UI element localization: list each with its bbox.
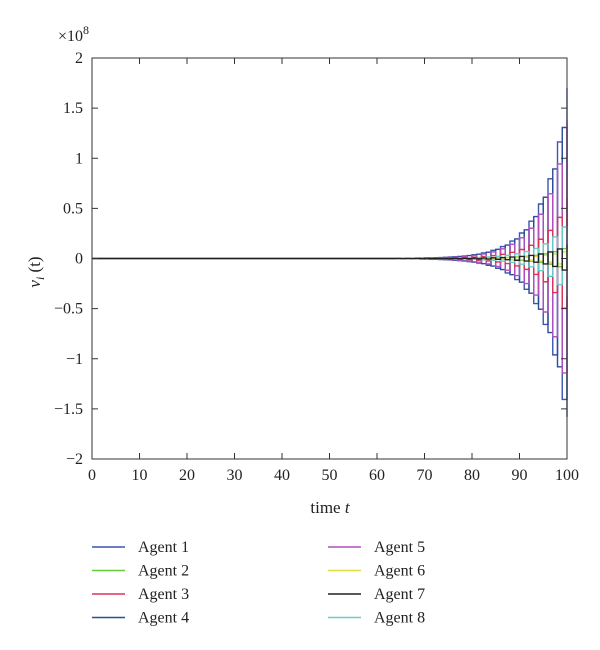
legend: Agent 1 Agent 2 Agent 3 Agent 4 Agent 5 Agent… xyxy=(92,539,425,627)
y-axis-label: vi (t) xyxy=(25,256,47,287)
y-tick-label: 2 xyxy=(75,50,83,67)
y-tick-label: −0.5 xyxy=(54,301,83,318)
x-tick-label: 0 xyxy=(88,467,96,484)
legend-label: Agent 1 xyxy=(138,539,189,556)
x-axis-label: time t xyxy=(310,498,350,517)
series-line-1 xyxy=(92,88,568,401)
legend-label: Agent 4 xyxy=(138,610,189,627)
legend-label: Agent 7 xyxy=(374,586,425,603)
y-tick-label: 0 xyxy=(75,251,83,268)
tick-labels: 0 10 20 30 40 50 60 70 80 90 100 2 1.5 1 0.5 0 −0.5 −1 −1.… xyxy=(54,50,579,484)
x-tick-label: 20 xyxy=(179,467,195,484)
y-tick-label: −2 xyxy=(66,451,83,468)
x-tick-label: 100 xyxy=(555,467,579,484)
x-tick-label: 70 xyxy=(417,467,433,484)
legend-label: Agent 3 xyxy=(138,586,189,603)
y-multiplier: ×108 xyxy=(58,23,89,45)
plot-series xyxy=(92,88,568,417)
legend-label: Agent 5 xyxy=(374,539,425,556)
x-tick-label: 60 xyxy=(369,467,385,484)
legend-label: Agent 8 xyxy=(374,610,425,627)
axis-ticks xyxy=(91,57,568,460)
y-tick-label: −1 xyxy=(66,351,83,368)
series-line-7 xyxy=(92,244,568,271)
x-tick-label: 80 xyxy=(464,467,480,484)
series-line-5 xyxy=(92,120,568,374)
y-tick-label: 0.5 xyxy=(63,200,83,217)
x-tick-label: 40 xyxy=(274,467,290,484)
y-tick-label: 1 xyxy=(75,150,83,167)
y-tick-label: −1.5 xyxy=(54,401,83,418)
y-tick-label: 1.5 xyxy=(63,100,83,117)
legend-label: Agent 6 xyxy=(374,563,425,580)
x-tick-label: 30 xyxy=(227,467,243,484)
series-line-4 xyxy=(92,126,568,417)
legend-label: Agent 2 xyxy=(138,563,189,580)
x-tick-label: 10 xyxy=(132,467,148,484)
x-tick-label: 90 xyxy=(512,467,528,484)
x-tick-label: 50 xyxy=(322,467,338,484)
